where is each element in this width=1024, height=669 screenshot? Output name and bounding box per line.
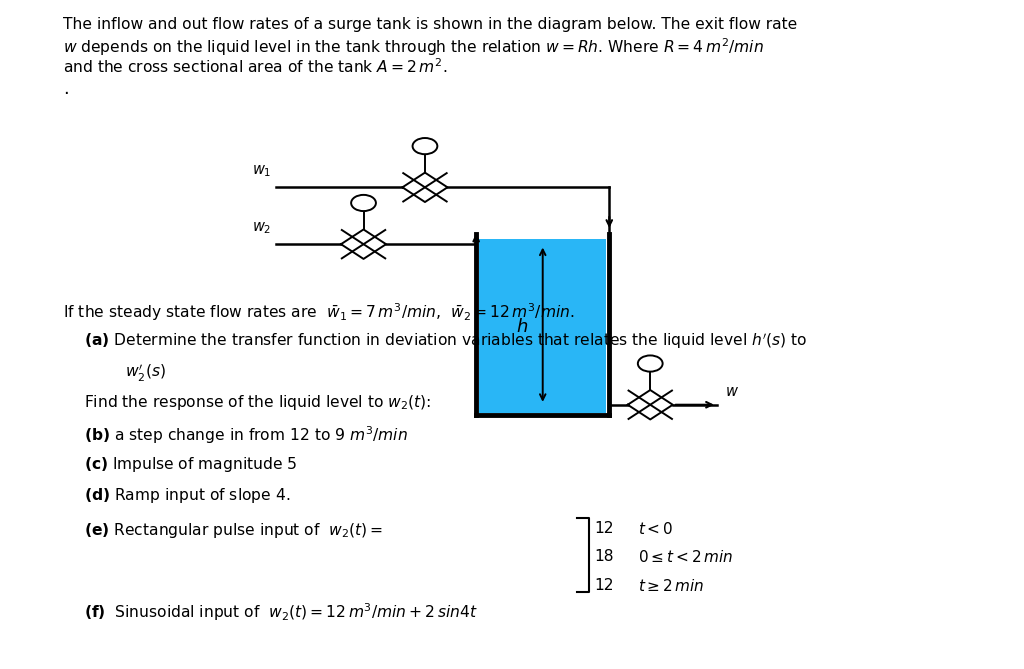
Text: $\mathbf{(f)}$  Sinusoidal input of  $w_2(t) = 12\,m^3/min + 2\,sin4t$: $\mathbf{(f)}$ Sinusoidal input of $w_2(… [84,601,477,623]
Text: $\mathbf{(b)}$ a step change in from 12 to 9 $m^3/min$: $\mathbf{(b)}$ a step change in from 12 … [84,424,408,446]
Text: $\mathbf{(c)}$ Impulse of magnitude 5: $\mathbf{(c)}$ Impulse of magnitude 5 [84,455,297,474]
Text: .: . [63,80,70,98]
Text: $w$: $w$ [725,385,739,399]
Text: 12: 12 [594,578,613,593]
Text: $\mathbf{(a)}$ Determine the transfer function in deviation variables that relat: $\mathbf{(a)}$ Determine the transfer fu… [84,332,808,351]
Text: 18: 18 [594,549,613,564]
Text: Find the response of the liquid level to $w_2(t)$:: Find the response of the liquid level to… [84,393,431,412]
Text: 12: 12 [594,521,613,536]
Text: If the steady state flow rates are  $\bar{w}_1 = 7\,m^3/min$,  $\bar{w}_2 = 12\,: If the steady state flow rates are $\bar… [63,301,575,322]
Text: $w$ depends on the liquid level in the tank through the relation $w = Rh$. Where: $w$ depends on the liquid level in the t… [63,37,764,58]
Text: $w_2$: $w_2$ [252,221,271,236]
Text: $w_1$: $w_1$ [252,164,271,179]
Text: The inflow and out flow rates of a surge tank is shown in the diagram below. The: The inflow and out flow rates of a surge… [63,17,798,31]
Text: $\mathbf{(e)}$ Rectangular pulse input of  $w_2(t) =$: $\mathbf{(e)}$ Rectangular pulse input o… [84,521,383,540]
Text: $h$: $h$ [516,318,528,336]
Bar [479,240,606,413]
Text: $t \geq 2\,min$: $t \geq 2\,min$ [638,578,705,594]
Text: $0 \leq t < 2\,min$: $0 \leq t < 2\,min$ [638,549,733,565]
Text: $\mathbf{(d)}$ Ramp input of slope 4.: $\mathbf{(d)}$ Ramp input of slope 4. [84,486,290,504]
Text: and the cross sectional area of the tank $A = 2\,m^2$.: and the cross sectional area of the tank… [63,57,447,76]
Text: $w_2'(s)$: $w_2'(s)$ [125,363,166,384]
Text: $t < 0$: $t < 0$ [638,521,673,537]
